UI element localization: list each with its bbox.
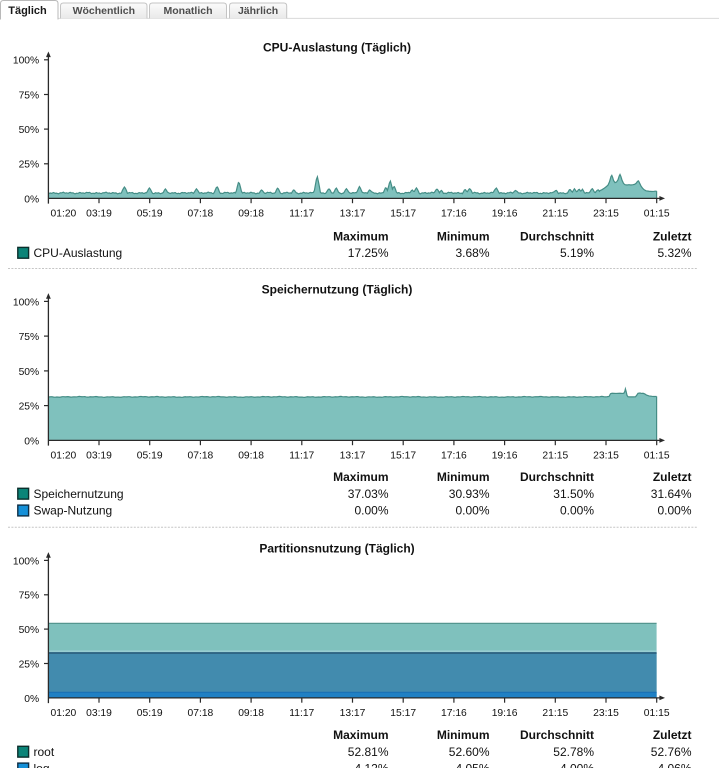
svg-text:Durchschnitt: Durchschnitt <box>520 229 594 243</box>
svg-text:30.93%: 30.93% <box>449 487 490 501</box>
svg-text:Speichernutzung (Täglich): Speichernutzung (Täglich) <box>262 282 413 296</box>
svg-text:09:18: 09:18 <box>238 708 264 719</box>
svg-text:Zuletzt: Zuletzt <box>653 229 692 243</box>
svg-text:09:18: 09:18 <box>238 208 264 219</box>
svg-text:Minimum: Minimum <box>437 470 490 484</box>
svg-text:5.19%: 5.19% <box>560 246 594 260</box>
svg-text:Durchschnitt: Durchschnitt <box>520 470 594 484</box>
svg-text:Swap-Nutzung: Swap-Nutzung <box>34 504 113 518</box>
svg-text:17.25%: 17.25% <box>348 246 389 260</box>
svg-text:0%: 0% <box>24 436 39 447</box>
svg-text:01:20: 01:20 <box>51 708 77 719</box>
svg-text:21:15: 21:15 <box>542 208 568 219</box>
svg-text:01:20: 01:20 <box>51 208 77 219</box>
svg-text:17:16: 17:16 <box>441 708 467 719</box>
svg-text:07:18: 07:18 <box>188 708 214 719</box>
svg-text:13:17: 13:17 <box>340 708 366 719</box>
svg-text:15:17: 15:17 <box>390 708 416 719</box>
svg-text:13:17: 13:17 <box>340 450 366 461</box>
svg-text:01:15: 01:15 <box>644 208 670 219</box>
svg-text:23:15: 23:15 <box>593 208 619 219</box>
svg-text:0.00%: 0.00% <box>560 504 594 518</box>
svg-text:Maximum: Maximum <box>333 728 388 742</box>
svg-text:01:20: 01:20 <box>51 450 77 461</box>
svg-text:19:16: 19:16 <box>492 708 518 719</box>
svg-text:11:17: 11:17 <box>289 450 314 461</box>
svg-text:31.50%: 31.50% <box>553 487 594 501</box>
svg-text:0%: 0% <box>24 694 39 705</box>
svg-text:23:15: 23:15 <box>593 708 619 719</box>
svg-text:4.06%: 4.06% <box>657 762 691 768</box>
svg-text:root: root <box>34 745 55 759</box>
svg-text:07:18: 07:18 <box>188 208 214 219</box>
svg-text:52.81%: 52.81% <box>348 745 389 759</box>
svg-text:75%: 75% <box>19 591 40 602</box>
svg-text:50%: 50% <box>19 625 40 636</box>
svg-text:31.64%: 31.64% <box>651 487 692 501</box>
svg-text:11:17: 11:17 <box>289 708 314 719</box>
svg-text:03:19: 03:19 <box>86 208 112 219</box>
svg-text:4.12%: 4.12% <box>354 762 388 768</box>
svg-text:25%: 25% <box>19 659 40 670</box>
svg-text:21:15: 21:15 <box>542 708 568 719</box>
svg-text:19:16: 19:16 <box>492 208 518 219</box>
svg-text:05:19: 05:19 <box>137 708 163 719</box>
svg-text:4.05%: 4.05% <box>455 762 489 768</box>
svg-text:log: log <box>34 762 50 768</box>
svg-text:3.68%: 3.68% <box>455 246 489 260</box>
svg-text:Maximum: Maximum <box>333 229 388 243</box>
svg-text:50%: 50% <box>19 125 40 136</box>
svg-text:21:15: 21:15 <box>542 450 568 461</box>
svg-text:Durchschnitt: Durchschnitt <box>520 728 594 742</box>
svg-text:0.00%: 0.00% <box>455 504 489 518</box>
svg-text:Zuletzt: Zuletzt <box>653 728 692 742</box>
svg-text:05:19: 05:19 <box>137 450 163 461</box>
svg-text:Partitionsnutzung (Täglich): Partitionsnutzung (Täglich) <box>259 541 414 555</box>
svg-text:01:15: 01:15 <box>644 450 670 461</box>
svg-text:Monatlich: Monatlich <box>164 5 213 17</box>
svg-text:0.00%: 0.00% <box>657 504 691 518</box>
svg-text:75%: 75% <box>19 332 40 343</box>
svg-text:37.03%: 37.03% <box>348 487 389 501</box>
svg-text:Minimum: Minimum <box>437 229 490 243</box>
svg-text:Maximum: Maximum <box>333 470 388 484</box>
svg-text:Minimum: Minimum <box>437 728 490 742</box>
svg-text:100%: 100% <box>13 56 39 67</box>
svg-text:19:16: 19:16 <box>492 450 518 461</box>
svg-text:CPU-Auslastung (Täglich): CPU-Auslastung (Täglich) <box>263 40 411 54</box>
svg-text:52.76%: 52.76% <box>651 745 692 759</box>
svg-text:03:19: 03:19 <box>86 450 112 461</box>
svg-text:23:15: 23:15 <box>593 450 619 461</box>
svg-text:01:15: 01:15 <box>644 708 670 719</box>
svg-text:17:16: 17:16 <box>441 208 467 219</box>
svg-text:09:18: 09:18 <box>238 450 264 461</box>
svg-text:5.32%: 5.32% <box>657 246 691 260</box>
svg-text:07:18: 07:18 <box>188 450 214 461</box>
svg-text:17:16: 17:16 <box>441 450 467 461</box>
svg-text:11:17: 11:17 <box>289 208 314 219</box>
svg-text:15:17: 15:17 <box>390 208 416 219</box>
svg-text:Täglich: Täglich <box>8 5 47 17</box>
svg-text:05:19: 05:19 <box>137 208 163 219</box>
svg-text:Zuletzt: Zuletzt <box>653 470 692 484</box>
svg-text:0.00%: 0.00% <box>354 504 388 518</box>
svg-text:4.00%: 4.00% <box>560 762 594 768</box>
svg-text:100%: 100% <box>13 297 39 308</box>
svg-text:13:17: 13:17 <box>340 208 366 219</box>
svg-text:75%: 75% <box>19 90 40 101</box>
svg-text:CPU-Auslastung: CPU-Auslastung <box>34 246 123 260</box>
svg-text:03:19: 03:19 <box>86 708 112 719</box>
svg-text:100%: 100% <box>13 556 39 567</box>
svg-text:15:17: 15:17 <box>390 450 416 461</box>
svg-text:Jährlich: Jährlich <box>238 5 278 17</box>
svg-text:50%: 50% <box>19 367 40 378</box>
svg-text:25%: 25% <box>19 160 40 171</box>
svg-text:0%: 0% <box>24 194 39 205</box>
svg-text:Wöchentlich: Wöchentlich <box>73 5 135 17</box>
svg-text:25%: 25% <box>19 402 40 413</box>
svg-text:52.78%: 52.78% <box>553 745 594 759</box>
svg-text:52.60%: 52.60% <box>449 745 490 759</box>
svg-text:Speichernutzung: Speichernutzung <box>34 487 124 501</box>
